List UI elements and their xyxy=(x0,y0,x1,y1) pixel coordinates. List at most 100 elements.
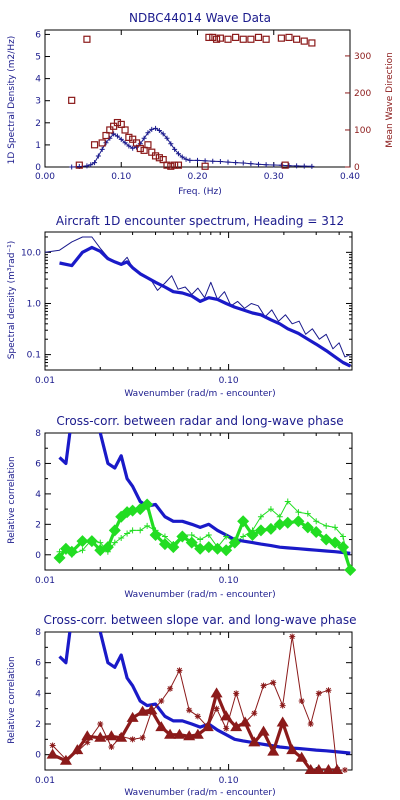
direction-point xyxy=(174,161,183,169)
series-point xyxy=(279,702,286,709)
x-tick-label: 0.01 xyxy=(35,576,55,586)
y-tick-label: 1.0 xyxy=(27,299,42,309)
series-line xyxy=(59,501,351,570)
direction-point xyxy=(216,34,224,42)
series-point xyxy=(136,705,149,716)
direction-point xyxy=(247,35,255,43)
x-tick-label: 0.00 xyxy=(35,172,55,182)
series-point xyxy=(76,535,89,548)
x-tick-label: 0.01 xyxy=(35,376,55,386)
spectrum-point xyxy=(164,135,170,141)
series-point xyxy=(248,736,261,747)
chart-title: NDBC44014 Wave Data xyxy=(129,11,271,25)
y-tick-label: 3 xyxy=(35,97,41,107)
x-tick-label: 0.30 xyxy=(264,172,284,182)
series-point xyxy=(81,730,94,741)
direction-point xyxy=(281,161,289,169)
spectrum-point xyxy=(92,160,98,166)
spectrum-point xyxy=(301,163,307,169)
y-tick-label: 2 xyxy=(35,720,41,730)
spectrum-point xyxy=(88,162,94,168)
series-point xyxy=(298,698,305,704)
spectrum-point xyxy=(118,136,124,142)
spectrum-point xyxy=(179,154,185,160)
series-point xyxy=(267,745,280,756)
direction-point xyxy=(293,35,301,43)
direction-point xyxy=(159,155,167,164)
spectrum-line xyxy=(71,127,312,168)
series-point xyxy=(108,744,115,750)
series-point xyxy=(84,739,91,746)
series-point xyxy=(341,767,348,773)
x-axis-label: Freq. (Hz) xyxy=(178,187,222,197)
series-line xyxy=(58,433,351,555)
spectrum-point xyxy=(103,140,109,146)
series-point xyxy=(325,687,332,694)
direction-point xyxy=(308,39,316,47)
direction-point xyxy=(110,122,118,130)
series-point xyxy=(223,533,230,540)
spectrum-point xyxy=(278,162,284,168)
spectrum-point xyxy=(271,162,277,168)
direction-point xyxy=(144,141,152,149)
direction-point xyxy=(75,161,83,169)
series-point xyxy=(276,716,289,727)
y-tick-label: 4 xyxy=(35,75,41,85)
direction-point xyxy=(90,141,99,149)
series-point xyxy=(230,721,243,732)
direction-point xyxy=(129,135,137,143)
spectrum-point xyxy=(172,146,178,152)
y-tick-label: 4 xyxy=(35,689,41,699)
x-axis-label: Wavenumber (rad/m - encounter) xyxy=(124,788,275,798)
x-axis-label: Wavenumber (rad/m - encounter) xyxy=(124,590,275,600)
direction-point xyxy=(113,118,122,127)
chart-title: Cross-corr. between radar and long-wave … xyxy=(56,414,343,428)
series-point xyxy=(264,522,277,535)
spectrum-point xyxy=(168,141,174,147)
series-point xyxy=(94,731,107,742)
direction-point xyxy=(224,35,232,43)
series-point xyxy=(158,698,165,704)
series-point xyxy=(164,728,177,739)
series-point xyxy=(126,711,139,722)
y-axis-label: 1D Spectral Density (m2/Hz) xyxy=(7,36,17,165)
series-point xyxy=(49,742,56,749)
plot-frame xyxy=(44,29,351,168)
spectrum-point xyxy=(99,146,105,152)
series-point xyxy=(331,764,344,774)
direction-point xyxy=(205,33,213,42)
series-point xyxy=(211,542,224,555)
y-tick-label: 0 xyxy=(35,163,41,173)
x-tick-label: 0.10 xyxy=(219,576,239,586)
series-point xyxy=(145,704,158,715)
series-point xyxy=(129,736,136,743)
series-point xyxy=(270,679,277,686)
series-point xyxy=(295,509,302,516)
direction-point xyxy=(163,161,171,169)
direction-point xyxy=(140,146,148,154)
series-point xyxy=(312,764,325,774)
spectrum-point xyxy=(233,160,239,166)
series-point xyxy=(223,725,230,732)
x-tick-label: 0.20 xyxy=(187,172,207,182)
y-tick-label: 2 xyxy=(35,119,41,129)
y-tick-label: 8 xyxy=(35,628,41,638)
direction-point xyxy=(254,33,263,42)
series-point xyxy=(286,744,299,755)
series-point xyxy=(213,705,220,712)
series-point xyxy=(141,498,154,511)
series-point xyxy=(97,721,104,727)
spectrum-point xyxy=(225,159,231,165)
spectrum-point xyxy=(156,128,162,134)
spectrum-point xyxy=(95,153,101,159)
direction-point xyxy=(102,131,110,140)
series-point xyxy=(220,710,233,721)
spectrum-point xyxy=(195,157,200,163)
series-point xyxy=(340,533,347,540)
direction-point xyxy=(167,162,175,170)
y-tick-label: 6 xyxy=(35,459,41,469)
series-point xyxy=(53,551,66,564)
chart-title: Aircraft 1D encounter spectrum, Heading … xyxy=(56,214,344,228)
series-point xyxy=(137,527,144,534)
spectrum-point xyxy=(202,158,208,164)
